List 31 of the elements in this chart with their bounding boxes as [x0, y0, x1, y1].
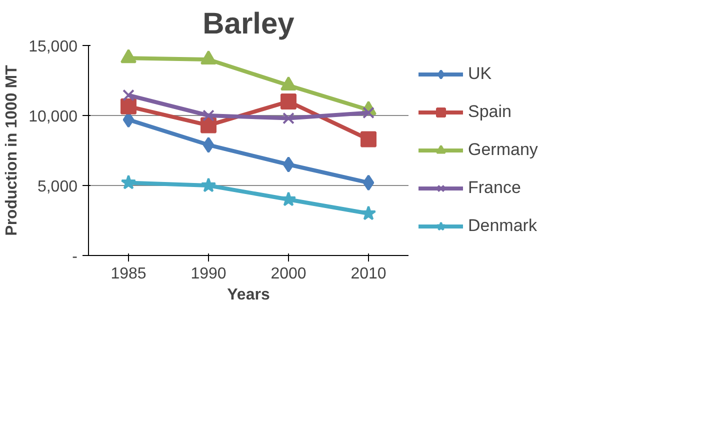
y-tick-label: 5,000 [37, 178, 78, 196]
y-tick-label: - [72, 248, 78, 266]
legend-label: UK [468, 64, 492, 84]
x-tick-label: 1985 [110, 266, 146, 282]
y-tick-label: 10,000 [28, 108, 78, 126]
point [362, 106, 374, 119]
point [202, 110, 214, 122]
point [360, 206, 376, 220]
x-axis-title: Years [227, 286, 270, 304]
x-tick-label: 2010 [350, 266, 386, 282]
point [362, 174, 374, 191]
y-tick-label: 15,000 [28, 38, 78, 56]
point [202, 136, 214, 153]
point [360, 131, 376, 148]
point [120, 98, 136, 114]
point [120, 174, 136, 190]
y-axis-title: Production in 1000 MT [4, 64, 21, 236]
x-tick-label: 2000 [270, 266, 306, 282]
legend-label: Denmark [468, 216, 537, 236]
legend-label: Germany [468, 140, 538, 160]
chart-title: Barley [202, 8, 295, 40]
legend-label: France [468, 178, 521, 198]
point [200, 178, 216, 192]
point [280, 192, 296, 206]
legend-label: Spain [468, 102, 512, 122]
point [282, 112, 294, 124]
point [200, 117, 216, 134]
point [122, 89, 134, 102]
point [280, 94, 296, 110]
point [282, 156, 294, 172]
x-tick-label: 1990 [190, 266, 226, 282]
